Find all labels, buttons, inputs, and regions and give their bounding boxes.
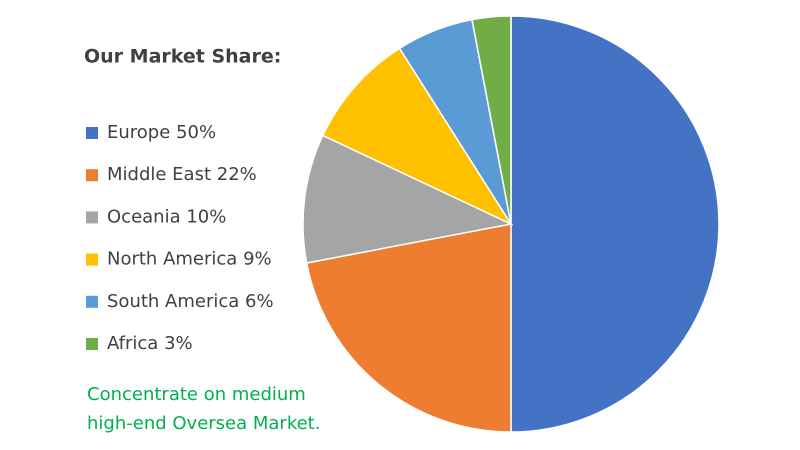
legend-swatch [86,338,98,350]
legend-label: Europe 50% [107,122,216,143]
pie-slice [471,15,512,225]
legend-value: 9% [243,249,272,270]
legend-value: 3% [164,333,193,354]
legend-name: Africa [107,333,158,354]
legend-label: Africa 3% [107,333,193,354]
chart-title: Our Market Share: [84,46,281,68]
legend-label: Oceania 10% [107,206,226,227]
pie-slice [510,15,720,433]
pie-slice [321,47,514,226]
legend-name: Oceania [107,206,181,227]
pie-slice [305,223,512,433]
legend-value: 22% [217,164,257,185]
legend-value: 50% [176,122,216,143]
legend-swatch [86,127,98,139]
legend-label: South America 6% [107,291,274,312]
legend-name: Europe [107,122,170,143]
annotation: Concentrate on medium [87,384,306,405]
legend-swatch [86,253,98,266]
legend-label: Middle East 22% [107,164,257,185]
legend-swatch [86,169,98,182]
legend-value: 10% [186,206,226,227]
pie-slice [302,134,514,264]
legend-name: North America [107,249,237,270]
legend-swatch [86,295,98,308]
annotation: high-end Oversea Market. [87,413,320,434]
legend-name: South America [107,291,239,312]
legend-label: North America 9% [107,249,272,270]
legend-value: 6% [245,291,274,312]
legend-name: Middle East [107,164,211,185]
legend-swatch [86,211,98,224]
